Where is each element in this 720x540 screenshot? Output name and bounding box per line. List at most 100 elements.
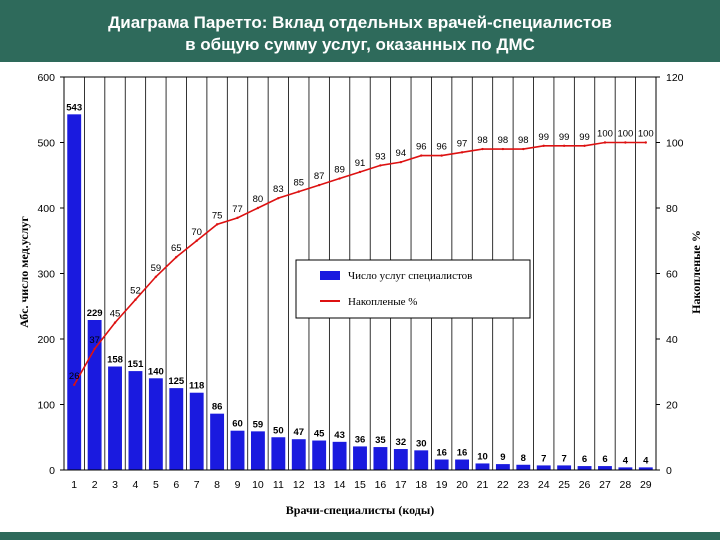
x-tick-label: 4 <box>133 479 139 491</box>
y-tick-label: 400 <box>37 203 55 215</box>
cumulative-value-label: 99 <box>579 132 590 143</box>
x-tick-label: 12 <box>293 479 305 491</box>
bar-value-label: 45 <box>314 429 325 440</box>
x-tick-label: 2 <box>92 479 98 491</box>
y-tick-label: 300 <box>37 269 55 281</box>
y2-tick-label: 80 <box>666 203 678 215</box>
cumulative-point <box>358 170 362 174</box>
cumulative-point <box>154 275 158 278</box>
y2-axis-title: Накопленые % <box>689 230 703 314</box>
cumulative-value-label: 59 <box>151 263 162 274</box>
bar-value-label: 6 <box>602 454 607 465</box>
bar-value-label: 543 <box>66 102 82 113</box>
x-axis-title: Врачи-специалисты (коды) <box>286 503 434 517</box>
x-tick-label: 21 <box>477 479 489 491</box>
title-banner: Диаграма Паретто: Вклад отдельных врачей… <box>0 0 720 62</box>
bar-11 <box>271 437 286 470</box>
cumulative-value-label: 89 <box>334 165 345 176</box>
bar-4 <box>128 371 143 470</box>
bar-value-label: 10 <box>477 451 488 462</box>
bar-value-label: 7 <box>561 453 566 464</box>
cumulative-value-label: 93 <box>375 151 386 162</box>
cumulative-value-label: 98 <box>518 135 529 146</box>
cumulative-value-label: 100 <box>597 129 613 140</box>
bar-12 <box>291 439 306 470</box>
chart-title-line2: в общую сумму услуг, оказанных по ДМС <box>185 35 535 54</box>
cumulative-point <box>440 154 443 157</box>
y-tick-label: 100 <box>37 400 55 412</box>
bar-16 <box>373 447 388 470</box>
cumulative-value-label: 99 <box>538 132 549 143</box>
cumulative-point <box>317 183 321 187</box>
legend-bar-swatch <box>320 271 340 280</box>
cumulative-value-label: 98 <box>498 135 509 146</box>
bar-24 <box>536 465 551 470</box>
y-tick-label: 200 <box>37 334 55 346</box>
cumulative-point <box>338 177 341 180</box>
bar-value-label: 151 <box>128 359 145 370</box>
x-tick-label: 22 <box>497 479 509 491</box>
cumulative-value-label: 96 <box>436 142 447 153</box>
legend-line-label: Накопленые % <box>348 296 417 308</box>
cumulative-point <box>215 223 219 226</box>
legend-box <box>295 259 531 319</box>
bar-value-label: 9 <box>500 452 505 463</box>
legend-bar-label: Число услуг специалистов <box>348 270 472 282</box>
bar-value-label: 140 <box>148 366 164 377</box>
x-tick-label: 3 <box>112 479 118 491</box>
bar-22 <box>495 464 510 470</box>
bar-value-label: 118 <box>189 381 204 392</box>
x-tick-label: 7 <box>194 479 200 491</box>
cumulative-point <box>583 144 586 147</box>
bar-13 <box>312 440 327 470</box>
cumulative-point <box>73 383 76 387</box>
bar-value-label: 4 <box>643 455 649 466</box>
cumulative-point <box>603 141 607 144</box>
bar-value-label: 50 <box>273 425 284 436</box>
bar-value-label: 6 <box>582 454 587 465</box>
bar-18 <box>414 450 429 470</box>
bar-value-label: 60 <box>232 419 243 430</box>
bar-value-label: 8 <box>521 453 526 464</box>
cumulative-value-label: 52 <box>130 286 141 297</box>
x-tick-label: 15 <box>354 479 366 491</box>
bar-value-label: 16 <box>457 448 468 459</box>
y-tick-label: 600 <box>37 72 55 84</box>
cumulative-value-label: 98 <box>477 135 488 146</box>
cumulative-point <box>420 154 423 157</box>
x-tick-label: 9 <box>235 479 241 491</box>
bar-7 <box>189 392 204 470</box>
bar-value-label: 30 <box>416 438 427 449</box>
cumulative-point <box>256 206 260 210</box>
y2-tick-label: 0 <box>666 465 672 477</box>
x-tick-label: 16 <box>375 479 387 491</box>
x-tick-label: 24 <box>538 479 550 491</box>
cumulative-point <box>542 144 545 147</box>
cumulative-point <box>562 144 566 147</box>
bar-value-label: 43 <box>334 430 345 441</box>
cumulative-value-label: 91 <box>355 158 366 169</box>
cumulative-value-label: 99 <box>559 132 570 143</box>
y-tick-label: 500 <box>37 138 55 150</box>
cumulative-value-label: 87 <box>314 171 325 182</box>
bar-3 <box>108 366 122 470</box>
x-tick-label: 26 <box>579 479 591 491</box>
cumulative-point <box>481 147 484 151</box>
bar-value-label: 158 <box>107 355 123 366</box>
cumulative-value-label: 65 <box>171 243 182 254</box>
cumulative-point <box>195 239 198 242</box>
bars <box>67 114 653 471</box>
cumulative-value-label: 100 <box>638 129 654 140</box>
legend: Число услуг специалистов Накопленые % <box>295 259 531 319</box>
bar-value-label: 7 <box>541 453 546 464</box>
cumulative-value-label: 97 <box>457 138 468 149</box>
y2-tick-label: 20 <box>666 400 678 412</box>
bar-20 <box>455 459 470 470</box>
bar-value-label: 59 <box>253 419 264 430</box>
bar-27 <box>598 466 612 470</box>
bar-29 <box>638 467 653 470</box>
cumulative-point <box>236 216 239 220</box>
bar-value-label: 47 <box>293 427 304 438</box>
bar-21 <box>475 463 490 470</box>
